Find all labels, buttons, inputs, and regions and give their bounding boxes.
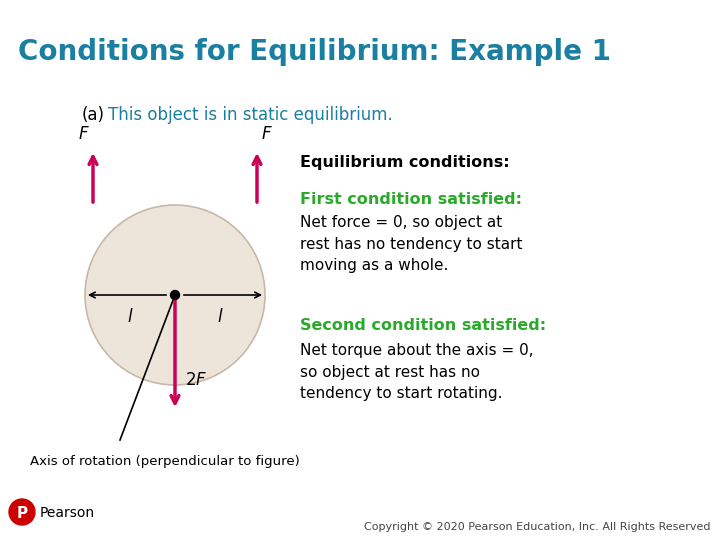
Text: $l$: $l$ <box>127 308 133 326</box>
Text: Pearson: Pearson <box>40 506 95 520</box>
Text: Second condition satisfied:: Second condition satisfied: <box>300 318 546 333</box>
Text: $F$: $F$ <box>261 125 273 143</box>
Text: First condition satisfied:: First condition satisfied: <box>300 192 522 207</box>
Text: Equilibrium conditions:: Equilibrium conditions: <box>300 155 510 170</box>
Text: This object is in static equilibrium.: This object is in static equilibrium. <box>108 106 392 124</box>
Text: Net force = 0, so object at
rest has no tendency to start
moving as a whole.: Net force = 0, so object at rest has no … <box>300 215 523 273</box>
Text: $F$: $F$ <box>78 125 90 143</box>
Text: P: P <box>17 505 27 521</box>
Text: $l$: $l$ <box>217 308 223 326</box>
Text: Axis of rotation (perpendicular to figure): Axis of rotation (perpendicular to figur… <box>30 455 300 468</box>
Circle shape <box>85 205 265 385</box>
Text: Net torque about the axis = 0,
so object at rest has no
tendency to start rotati: Net torque about the axis = 0, so object… <box>300 343 534 401</box>
Circle shape <box>9 499 35 525</box>
Text: $2F$: $2F$ <box>185 371 207 389</box>
Circle shape <box>171 291 179 300</box>
Text: (a): (a) <box>82 106 105 124</box>
Text: Copyright © 2020 Pearson Education, Inc. All Rights Reserved: Copyright © 2020 Pearson Education, Inc.… <box>364 522 710 532</box>
Text: Conditions for Equilibrium: Example 1: Conditions for Equilibrium: Example 1 <box>18 38 611 66</box>
